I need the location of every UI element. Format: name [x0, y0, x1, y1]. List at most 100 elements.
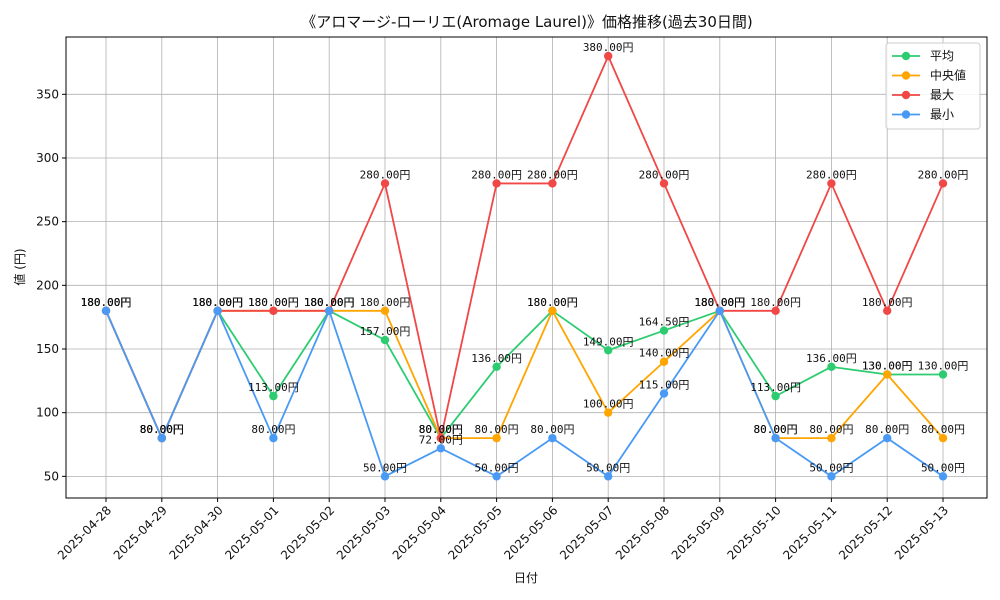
- data-point: [548, 306, 557, 315]
- data-label: 80.00円: [530, 423, 574, 436]
- data-label: 136.00円: [471, 352, 522, 365]
- data-label: 136.00円: [806, 352, 857, 365]
- data-label: 280.00円: [639, 168, 690, 181]
- data-point: [157, 433, 166, 443]
- data-label: 50.00円: [586, 461, 630, 474]
- data-label: 180.00円: [192, 296, 243, 309]
- data-label: 80.00円: [921, 423, 965, 436]
- data-label: 180.00円: [694, 296, 745, 309]
- data-point: [604, 346, 613, 355]
- data-label: 280.00円: [806, 168, 857, 181]
- data-point: [827, 179, 836, 188]
- chart-title: 《アロマージ-ローリエ(Aromage Laurel)》価格推移(過去30日間): [301, 13, 753, 31]
- data-label: 50.00円: [921, 461, 965, 474]
- data-point: [269, 306, 278, 315]
- series-line: [105, 55, 944, 440]
- data-point: [492, 362, 501, 372]
- data-label: 180.00円: [694, 296, 745, 309]
- data-label: 130.00円: [862, 359, 913, 372]
- x-tick-label: 2025-05-01: [222, 503, 281, 562]
- data-label: 180.00円: [304, 296, 355, 309]
- data-point: [938, 433, 948, 443]
- data-point: [659, 179, 669, 188]
- data-point: [436, 433, 445, 443]
- data-point: [380, 335, 390, 345]
- data-label: 180.00円: [862, 296, 913, 309]
- data-point: [827, 362, 836, 372]
- x-tick-label: 2025-05-12: [836, 503, 895, 562]
- data-label: 80.00円: [251, 423, 295, 436]
- data-label: 180.00円: [81, 296, 132, 309]
- data-point: [604, 408, 613, 417]
- data-label: 180.00円: [81, 296, 132, 309]
- data-label: 180.00円: [694, 296, 745, 309]
- data-point: [938, 472, 948, 481]
- data-label: 100.00円: [583, 398, 634, 411]
- data-point: [492, 179, 501, 188]
- series-line: [105, 309, 943, 440]
- data-label: 280.00円: [360, 168, 411, 181]
- x-tick-label: 2025-04-29: [111, 503, 170, 562]
- data-label: 180.00円: [527, 296, 578, 309]
- y-tick-label: 350: [36, 87, 59, 101]
- data-label: 80.00円: [419, 423, 463, 436]
- data-point: [827, 472, 836, 481]
- data-label: 80.00円: [754, 423, 798, 436]
- x-tick-label: 2025-05-02: [278, 503, 337, 562]
- data-label: 280.00円: [527, 168, 578, 181]
- data-point: [771, 306, 780, 315]
- data-label: 180.00円: [750, 296, 801, 309]
- data-label: 80.00円: [754, 423, 798, 436]
- x-tick-label: 2025-04-30: [167, 503, 226, 562]
- series-最小: [101, 306, 948, 481]
- data-label: 149.00円: [583, 335, 634, 348]
- data-point: [883, 306, 892, 315]
- data-labels: 180.00円 80.00円 180.00円 113.00円 180.00円 157.00…: [81, 41, 969, 474]
- data-point: [269, 433, 278, 443]
- legend-marker: [901, 51, 911, 61]
- x-tick-label: 2025-05-13: [892, 503, 951, 562]
- data-point: [380, 179, 390, 188]
- data-label: 80.00円: [865, 423, 909, 436]
- y-tick-label: 150: [36, 342, 59, 356]
- data-label: 80.00円: [809, 423, 853, 436]
- data-point: [715, 306, 724, 315]
- y-tick-label: 250: [36, 215, 59, 229]
- data-label: 180.00円: [527, 296, 578, 309]
- data-label: 80.00円: [140, 423, 184, 436]
- legend-marker: [901, 90, 911, 100]
- data-point: [659, 389, 669, 398]
- data-point: [213, 306, 222, 315]
- data-label: 50.00円: [809, 461, 853, 474]
- y-tick-label: 200: [36, 278, 59, 292]
- data-point: [938, 370, 948, 379]
- legend-marker: [901, 71, 911, 80]
- y-tick-label: 50: [44, 469, 59, 483]
- data-point: [436, 444, 445, 453]
- y-axis-ticks: 50 100 150 200 250 300 350: [36, 87, 66, 483]
- data-label: 80.00円: [419, 423, 463, 436]
- x-axis-title: 日付: [514, 571, 538, 585]
- y-tick-label: 300: [36, 151, 59, 165]
- x-tick-label: 2025-05-07: [557, 503, 616, 562]
- data-label: 180.00円: [304, 296, 355, 309]
- x-tick-label: 2025-05-06: [501, 503, 560, 562]
- data-label: 180.00円: [248, 296, 299, 309]
- data-point: [604, 472, 613, 481]
- legend-label: 平均: [930, 49, 954, 63]
- data-point: [325, 306, 334, 315]
- data-point: [548, 433, 557, 443]
- legend-marker: [901, 110, 911, 119]
- data-label: 115.00円: [639, 379, 690, 392]
- y-tick-label: 100: [36, 406, 59, 420]
- data-label: 180.00円: [192, 296, 243, 309]
- data-point: [492, 433, 501, 443]
- data-label: 380.00円: [583, 41, 634, 54]
- data-point: [380, 306, 390, 315]
- x-tick-label: 2025-04-28: [55, 503, 114, 562]
- data-label: 80.00円: [419, 423, 463, 436]
- data-label: 80.00円: [140, 423, 184, 436]
- data-point: [883, 370, 892, 379]
